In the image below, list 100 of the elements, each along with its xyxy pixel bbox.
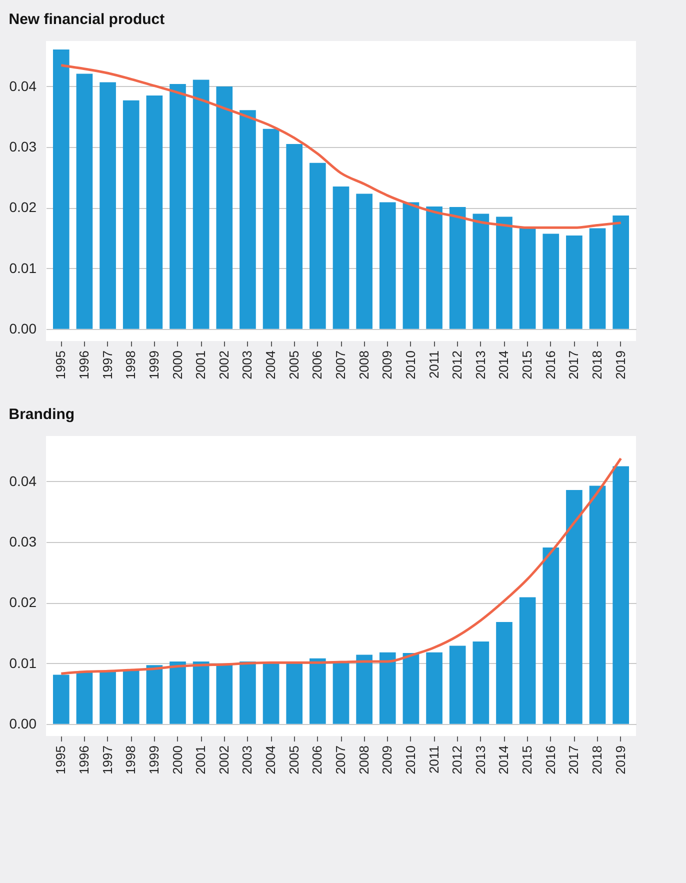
x-tick-label: 2010 [402, 350, 418, 380]
bar [449, 207, 466, 329]
x-tick-label: 1996 [76, 350, 92, 380]
line-series [60, 64, 622, 229]
y-tick-label: 0.03 [9, 138, 37, 155]
bar [52, 674, 70, 724]
bar [310, 658, 326, 724]
bar [402, 652, 420, 724]
bar [122, 670, 140, 724]
y-tick-label: 0.00 [9, 715, 37, 732]
bar [262, 662, 280, 724]
x-tick-label: 2014 [496, 350, 512, 380]
bar [566, 236, 582, 329]
y-tick-label: 0.00 [9, 320, 37, 336]
y-tick-label: 0.01 [9, 260, 37, 276]
y-tick-label: 0.04 [9, 78, 37, 94]
bar [170, 661, 186, 724]
bar [240, 110, 256, 329]
bar [192, 80, 210, 329]
x-tick-label: 2000 [170, 350, 185, 380]
bar [262, 128, 280, 329]
x-tick-label: 2006 [310, 350, 325, 380]
x-tick-label: 2004 [263, 746, 278, 774]
bar [379, 202, 396, 329]
x-tick-label: 2008 [356, 350, 372, 380]
x-tick-label: 2009 [380, 746, 395, 774]
bar [170, 84, 186, 329]
x-tick-label: 2018 [590, 746, 605, 774]
x-tick-label: 2015 [520, 350, 535, 380]
y-tick-label: 0.02 [9, 199, 37, 216]
bar [192, 661, 210, 724]
y-tick-label: 0.01 [9, 654, 37, 671]
bar [519, 597, 536, 724]
bar [146, 665, 163, 724]
bar [426, 206, 442, 329]
x-tick-label: 2001 [193, 350, 208, 380]
bar [332, 661, 350, 724]
bar [100, 671, 116, 724]
bar [472, 214, 490, 329]
x-tick-label: 2015 [520, 746, 535, 774]
x-tick-label: 2017 [566, 350, 582, 380]
x-tick-label: 2011 [426, 350, 442, 378]
x-tick-label: 2019 [612, 746, 628, 774]
x-tick-label: 2010 [402, 746, 418, 774]
bar [76, 672, 93, 724]
bar [76, 74, 93, 329]
bar [52, 49, 70, 329]
bar [612, 466, 630, 724]
bar [216, 86, 233, 329]
x-tick-label: 2009 [380, 350, 395, 380]
x-tick-label: 1996 [76, 746, 92, 774]
bar [216, 664, 233, 724]
x-tick-label: 2013 [472, 746, 488, 774]
x-tick-label: 1995 [53, 350, 68, 380]
bar [472, 641, 490, 724]
bar [426, 652, 442, 724]
x-tick-label: 2008 [356, 746, 372, 774]
bar [519, 228, 536, 329]
bar [379, 652, 396, 724]
y-tick-label: 0.04 [9, 472, 37, 489]
x-tick-label: 2014 [496, 746, 512, 774]
bar [146, 96, 163, 329]
bar [286, 144, 303, 329]
x-tick-label: 2012 [450, 746, 465, 774]
chart-title: Branding [8, 406, 75, 423]
bar [356, 654, 372, 724]
bar [286, 663, 303, 724]
x-tick-label: 2006 [310, 746, 325, 774]
x-tick-label: 2007 [333, 350, 348, 380]
x-tick-label: 2016 [542, 746, 558, 774]
x-tick-label: 2019 [612, 350, 628, 380]
bar [402, 202, 420, 329]
bar [612, 216, 630, 329]
bar [100, 82, 116, 329]
x-tick-label: 2013 [472, 350, 488, 380]
x-tick-label: 2005 [286, 746, 302, 774]
x-tick-label: 1999 [146, 350, 162, 380]
x-tick-label: 2001 [193, 746, 208, 774]
x-tick-label: 2002 [216, 746, 232, 774]
x-tick-label: 1997 [100, 746, 115, 774]
x-tick-label: 2004 [263, 350, 278, 380]
x-tick-label: 1995 [53, 746, 68, 774]
bar [542, 548, 560, 724]
x-tick-label: 1998 [123, 746, 138, 774]
x-tick-label: 2003 [240, 746, 255, 774]
bar [310, 162, 326, 329]
x-tick-label: 2016 [542, 350, 558, 380]
x-tick-label: 2011 [426, 746, 442, 774]
x-tick-label: 2005 [286, 350, 302, 380]
line-series [60, 457, 622, 675]
x-tick-label: 2003 [240, 350, 255, 380]
x-tick-label: 1997 [100, 350, 115, 380]
x-tick-label: 2012 [450, 350, 465, 380]
bar [496, 216, 512, 329]
x-tick-label: 2018 [590, 350, 605, 380]
x-tick-label: 2002 [216, 350, 232, 380]
bar [449, 646, 466, 724]
x-tick-label: 2007 [333, 746, 348, 774]
x-tick-label: 1999 [146, 746, 162, 774]
bar [122, 100, 140, 329]
